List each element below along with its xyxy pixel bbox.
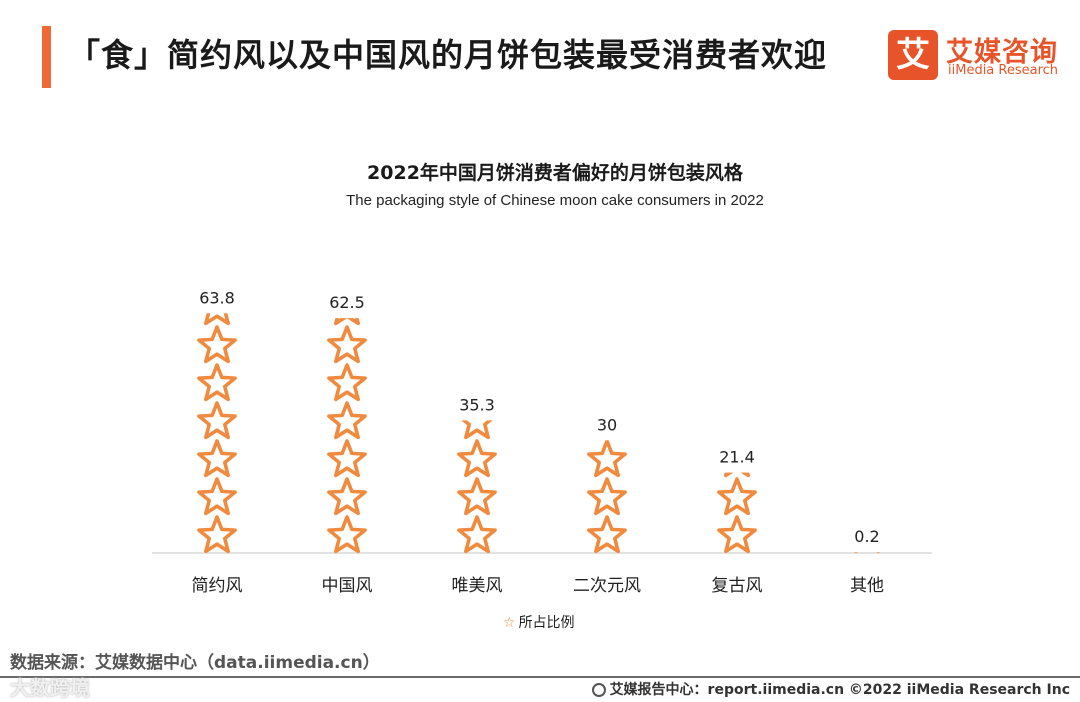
bar-star-icon [327, 363, 367, 402]
category-label: 简约风 [192, 576, 243, 596]
logo-cn-text: 艾媒咨询 [946, 37, 1058, 68]
bar-value-label: 63.8 [199, 288, 235, 307]
bar-star-icon [457, 515, 497, 553]
bar-star-icon [327, 477, 367, 516]
bar-star-icon [197, 439, 237, 478]
bar-4 [587, 440, 627, 554]
bar-star-icon [457, 477, 497, 516]
bar-star-icon [197, 477, 237, 516]
bar-3 [457, 365, 497, 553]
logo-mark-icon: 艾 [888, 30, 938, 80]
bar-star-icon [327, 325, 367, 364]
footer-divider [0, 676, 1080, 678]
bar-star-icon [204, 313, 230, 326]
category-label: 其他 [850, 576, 884, 596]
watermark: 大数跨境 [10, 676, 90, 700]
bar-star-icon [457, 439, 497, 478]
bar-star-icon [587, 440, 627, 478]
bar-1 [197, 251, 237, 553]
chart-subtitle: The packaging style of Chinese moon cake… [346, 192, 764, 209]
bar-star-icon [329, 251, 365, 285]
data-source: 数据来源：艾媒数据中心（data.iimedia.cn） [10, 653, 380, 673]
category-label: 唯美风 [452, 576, 503, 596]
logo-en-text: iiMedia Research [948, 63, 1059, 78]
bar-star-icon [197, 325, 237, 364]
category-label: 复古风 [712, 576, 763, 596]
bar-star-icon [197, 515, 237, 553]
page-title: 「食」简约风以及中国风的月饼包装最受消费者欢迎 [68, 36, 828, 74]
iimedia-logo: 艾 艾媒咨询 iiMedia Research [888, 30, 1068, 82]
bar-star-icon [461, 420, 493, 440]
bar-star-icon [459, 365, 495, 399]
bar-star-icon [327, 439, 367, 478]
bar-2 [327, 251, 367, 553]
globe-icon [591, 683, 606, 697]
bar-value-label: 35.3 [459, 395, 495, 414]
category-label: 中国风 [322, 576, 373, 596]
bar-star-icon [197, 401, 237, 440]
chart-legend: ☆ 所占比例 [503, 612, 575, 632]
bar-star-icon [717, 515, 757, 554]
star-outline-icon: ☆ [503, 615, 516, 631]
footer: 艾媒报告中心：report.iimedia.cn ©2022 iiMedia R… [591, 679, 1070, 699]
bar-5 [717, 403, 757, 554]
bar-value-label: 30 [597, 415, 617, 434]
bar-value-label: 62.5 [329, 293, 365, 312]
bar-star-icon [587, 515, 627, 554]
bar-star-icon [717, 477, 757, 516]
bar-star-icon [199, 251, 235, 285]
title-accent-bar [42, 26, 51, 88]
category-label: 二次元风 [573, 576, 641, 596]
bar-value-label: 0.2 [854, 527, 879, 546]
bar-star-icon [587, 477, 627, 516]
bar-value-label: 21.4 [719, 448, 755, 467]
bar-star-icon [849, 479, 885, 513]
bar-star-icon [327, 401, 367, 440]
legend-label: 所占比例 [518, 615, 575, 631]
bar-star-icon [197, 363, 237, 402]
chart-title: 2022年中国月饼消费者偏好的月饼包装风格 [367, 162, 743, 184]
bar-star-icon [327, 515, 367, 553]
bar-star-icon [719, 403, 755, 437]
footer-text: 艾媒报告中心：report.iimedia.cn ©2022 iiMedia R… [609, 682, 1070, 698]
